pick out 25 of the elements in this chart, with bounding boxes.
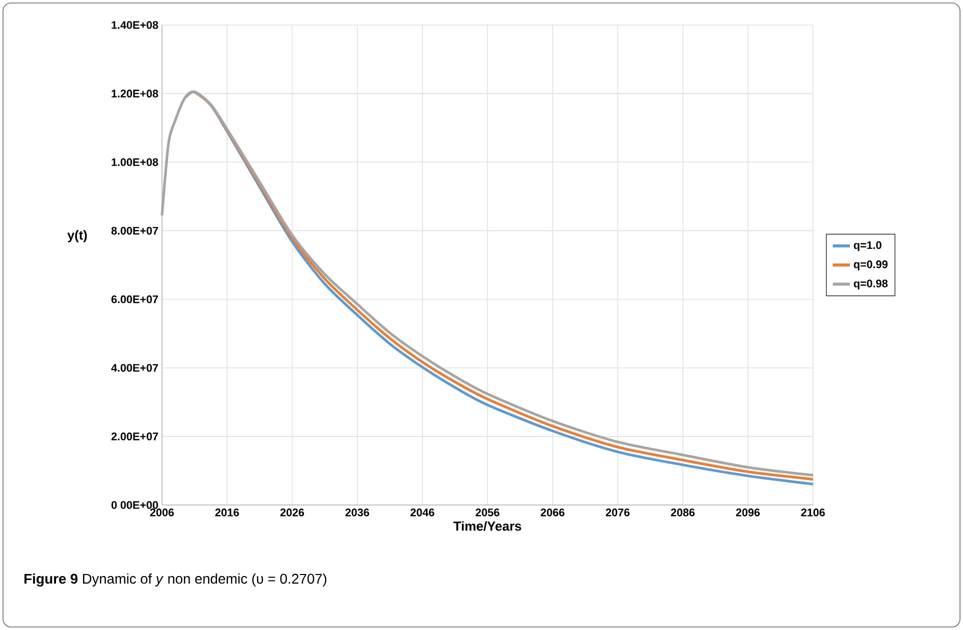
x-tick-label: 2006 <box>150 508 174 516</box>
x-tick-label: 2036 <box>345 508 370 516</box>
legend-label: q=0.98 <box>854 280 888 290</box>
x-tick-label: 2026 <box>280 508 304 516</box>
x-axis-title: Time/Years <box>453 521 522 531</box>
y-tick-label: 8.00E+07 <box>111 226 158 235</box>
x-tick-label: 2056 <box>476 508 500 516</box>
x-tick-label: 2076 <box>606 508 630 516</box>
text: Figure 9 Dynamic of y non endemic (υ = 0.2707) <box>24 573 326 587</box>
y-tick-label: 0 00E+00 <box>112 501 158 509</box>
y-tick-label: 2.00E+07 <box>111 432 158 440</box>
y-tick-label: 1.00E+08 <box>112 158 158 166</box>
y-axis-title: y(t) <box>67 230 87 242</box>
x-tick-label: 2106 <box>801 508 825 516</box>
legend-label: q=1.0 <box>854 241 882 252</box>
x-tick-label: 2086 <box>670 508 695 516</box>
legend-label: q=0.99 <box>854 260 888 270</box>
x-tick-label: 2016 <box>215 508 239 516</box>
x-tick-label: 2096 <box>736 508 760 516</box>
y-tick-label: 1.40E+08 <box>112 21 158 29</box>
x-tick-label: 2066 <box>540 508 564 516</box>
y-tick-label: 1.20E+08 <box>112 90 158 98</box>
x-tick-label: 2046 <box>410 508 434 516</box>
y-tick-label: 4.00E+07 <box>111 364 158 372</box>
y-tick-label: 6.00E+07 <box>111 295 158 304</box>
